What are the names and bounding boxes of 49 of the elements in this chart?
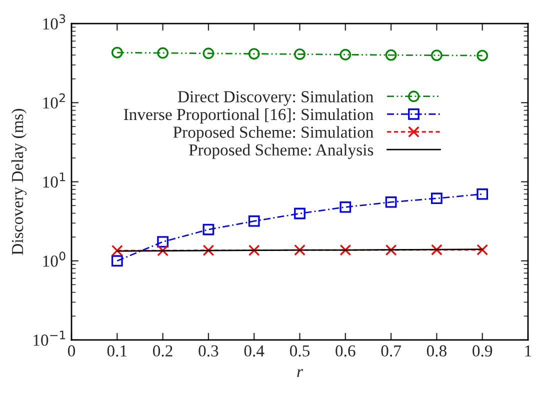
point [294,208,306,220]
point [248,48,260,60]
point [202,244,214,256]
x-tick-label: 0.8 [426,345,446,357]
point [431,192,442,204]
y-tick-label: 10$^{2}$ [43,93,65,109]
point [157,47,168,59]
point [202,224,214,236]
point [111,46,123,58]
x-tick-label: 0.9 [472,345,492,357]
point [248,244,260,256]
legend-label: Direct Discovery: Simulation [178,90,374,106]
point [111,244,123,256]
point [202,48,214,60]
x-tick-label: 0.7 [381,345,401,357]
x-tick-label: 1 [525,345,532,356]
x-tick-label: 0.1 [107,345,127,357]
legend-label: Proposed Scheme: Analysis [189,144,374,159]
y-tick-label: 10$^{3}$ [43,14,66,30]
point [431,50,442,62]
point [340,48,352,60]
point [476,244,488,256]
x-tick-label: 0.2 [153,345,172,357]
point [385,49,397,61]
point [385,196,397,208]
y-tick-label: 10$^{1}$ [43,172,65,188]
point [157,236,168,248]
point [248,215,260,227]
point [294,48,306,60]
x-tick-label: 0.4 [244,345,264,357]
point [340,244,352,256]
x-tick-label: 0.6 [336,345,356,357]
y-tick-label: 10$^{−1}$ [34,330,66,346]
point [385,244,397,256]
x-axis-title: r [297,369,304,378]
y-tick-label: 10$^{0}$ [43,252,66,267]
x-tick-label: 0 [68,345,76,357]
point [476,188,488,200]
legend-label: Proposed Scheme: Simulation [173,126,374,142]
legend-label: Inverse Proportional [16]: Simulation [124,108,374,124]
point [294,244,306,256]
x-tick-label: 0.3 [198,345,218,357]
point [111,255,123,267]
y-axis-title: Discovery Delay (ms) [11,108,27,255]
point [476,50,488,62]
point [157,244,168,256]
point [340,201,352,213]
x-tick-label: 0.5 [290,345,310,357]
point [431,244,442,256]
